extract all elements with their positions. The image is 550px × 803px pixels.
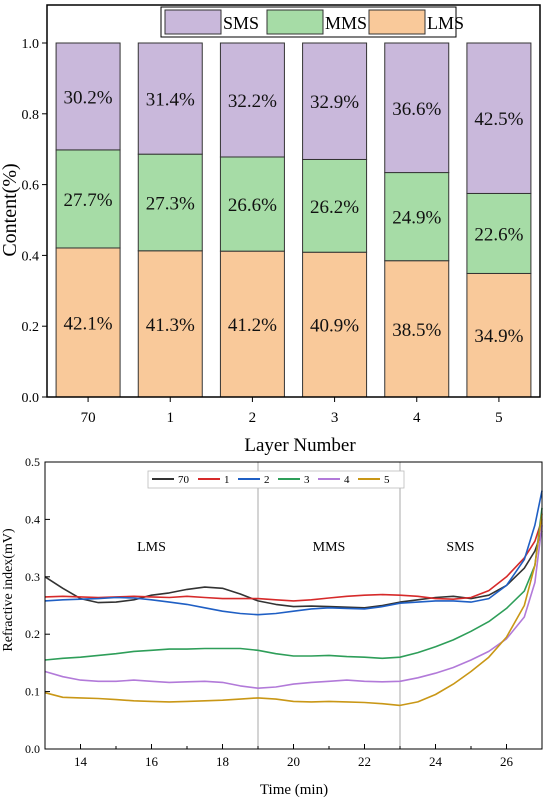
bar-segment-sms [55, 42, 121, 151]
bar-data-label: 42.5% [474, 109, 523, 130]
bar-legend-label: SMS [223, 13, 259, 33]
bar-segment-sms [466, 42, 532, 194]
bar-data-label: 31.4% [146, 90, 195, 111]
bar-segment-mms [466, 192, 532, 274]
bar-data-label: 26.2% [310, 197, 359, 218]
bar-data-label: 40.9% [310, 316, 359, 337]
line-series-3 [44, 507, 543, 661]
line-x-tick-label: 20 [287, 754, 300, 769]
bar-x-tick-label: 2 [249, 410, 257, 426]
line-series-2 [44, 490, 543, 616]
line-x-tick-label: 18 [216, 754, 229, 769]
bar-segment-sms [219, 42, 285, 158]
bar-data-label: 41.2% [228, 315, 277, 336]
bar-plot-frame [46, 4, 541, 398]
bar-data-label: 36.6% [392, 99, 441, 120]
line-chart-legend: 70 1 2 3 4 5 [147, 470, 405, 489]
line-y-tick-label: 0.1 [25, 685, 40, 699]
line-series-4 [44, 525, 543, 689]
bar-data-label: 27.3% [146, 193, 195, 214]
bar-chart-legend: SMS MMS LMS [160, 6, 464, 38]
bar-data-label: 38.5% [392, 320, 441, 341]
line-y-tick-label: 0.5 [25, 455, 40, 469]
bar-segment-sms [137, 42, 203, 155]
line-y-tick-label: 0.4 [25, 512, 40, 526]
bar-x-tick-label: 70 [81, 410, 96, 426]
bar-data-label: 34.9% [474, 326, 523, 347]
bar-data-label: 41.3% [146, 315, 195, 336]
bar-x-tick-label: 5 [495, 410, 503, 426]
bar-legend-label: MMS [325, 13, 367, 33]
bar-segment-lms [302, 251, 368, 398]
bar-data-label: 24.9% [392, 208, 441, 229]
line-plot-frame [44, 461, 543, 750]
line-legend-frame [147, 470, 405, 489]
line-chart: LMS MMS SMS 14 16 18 20 22 24 260.00.10.20.30.40… [1, 455, 543, 798]
bar-data-label: 32.2% [228, 91, 277, 112]
bar-data-label: 22.6% [474, 224, 523, 245]
bar-segment-sms [384, 42, 450, 174]
bar-y-tick-label: 0.2 [22, 320, 40, 335]
bar-segment-lms [137, 250, 203, 398]
bar-segment-lms [55, 247, 121, 398]
line-series-5 [44, 513, 543, 707]
region-label: SMS [446, 540, 474, 555]
bar-segment-sms [302, 42, 368, 160]
bar-segment-mms [55, 149, 121, 249]
line-x-tick-label: 22 [358, 754, 371, 769]
bar-y-tick-label: 0.8 [22, 108, 40, 123]
line-x-tick-label: 24 [429, 754, 443, 769]
bar-segment-lms [384, 260, 450, 398]
bar-segment-mms [302, 158, 368, 253]
line-legend-label: 70 [178, 474, 190, 486]
bar-data-label: 42.1% [64, 313, 113, 334]
line-legend-label: 3 [304, 474, 310, 486]
bar-legend-swatch-mms [266, 9, 324, 35]
stacked-bar-chart: 42.1% 27.7% 30.2% 41.3% 27.3% 31.4% 41.2% 26.6%… [0, 4, 541, 456]
line-x-tick-label: 26 [500, 754, 514, 769]
bar-y-tick-label: 0.0 [22, 391, 40, 406]
region-label: MMS [313, 540, 346, 555]
bar-y-tick-label: 1.0 [22, 37, 40, 52]
bar-chart-ylabel: Content(%) [0, 163, 21, 256]
bar-y-tick-label: 0.6 [22, 179, 40, 194]
line-y-tick-label: 0.2 [25, 627, 40, 641]
line-legend-label: 4 [344, 474, 350, 486]
bar-data-label: 30.2% [64, 87, 113, 108]
line-x-tick-label: 14 [74, 754, 88, 769]
line-y-tick-label: 0.0 [25, 742, 40, 756]
bar-segment-mms [137, 153, 203, 252]
line-series-70 [44, 530, 543, 609]
bar-legend-swatch-sms [164, 9, 222, 35]
bar-segment-lms [466, 272, 532, 398]
line-y-tick-label: 0.3 [25, 570, 40, 584]
bar-x-tick-label: 1 [167, 410, 175, 426]
line-series-1 [44, 519, 543, 602]
line-legend-label: 5 [384, 474, 390, 486]
bar-legend-label: LMS [427, 13, 464, 33]
line-legend-label: 2 [264, 474, 270, 486]
bar-x-tick-label: 4 [413, 410, 421, 426]
line-x-tick-label: 16 [145, 754, 159, 769]
bar-segment-mms [219, 156, 285, 252]
bar-y-tick-label: 0.4 [22, 249, 40, 264]
line-legend-label: 1 [224, 474, 230, 486]
bar-chart-xlabel: Layer Number [244, 435, 356, 456]
bar-data-label: 32.9% [310, 92, 359, 113]
bar-data-label: 27.7% [64, 190, 113, 211]
line-chart-ylabel: Refractive index(mV) [1, 528, 16, 652]
line-chart-xlabel: Time (min) [260, 782, 328, 798]
bar-legend-swatch-lms [368, 9, 426, 35]
region-label: LMS [137, 540, 166, 555]
bar-x-tick-label: 3 [331, 410, 339, 426]
bar-data-label: 26.6% [228, 195, 277, 216]
